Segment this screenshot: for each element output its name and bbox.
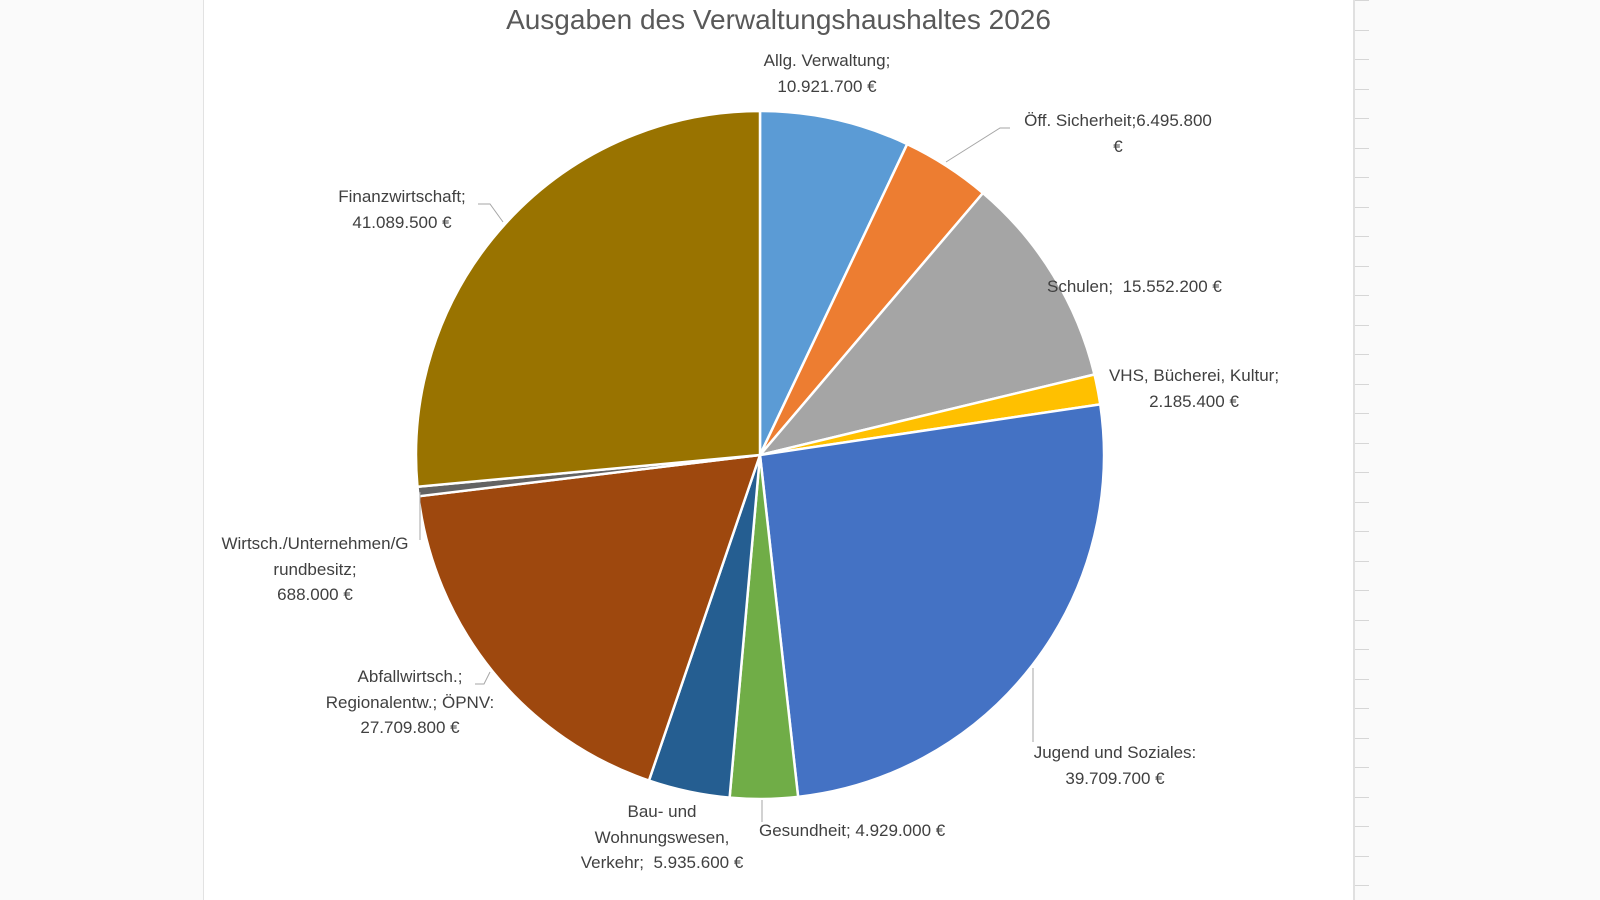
- ruler-tick: [1355, 708, 1369, 709]
- ruler-tick: [1355, 236, 1369, 237]
- ruler-tick: [1355, 855, 1369, 857]
- data-label-allg-verwaltung: Allg. Verwaltung; 10.921.700 €: [763, 51, 891, 96]
- pie-slice-0: [758, 109, 909, 457]
- data-label-wirtsch: Wirtsch./Unternehmen/G rundbesitz; 688.000…: [221, 534, 409, 604]
- ruler-tick: [1355, 295, 1369, 296]
- ruler-tick: [1355, 590, 1369, 591]
- ruler-tick: [1355, 354, 1369, 355]
- ruler-tick: [1355, 649, 1369, 650]
- ruler-tick: [1355, 0, 1369, 1]
- ruler-tick: [1355, 826, 1369, 827]
- ruler-tick: [1355, 619, 1369, 621]
- ruler-tick: [1355, 885, 1369, 886]
- ruler-tick: [1355, 147, 1369, 149]
- data-label-finanz: Finanzwirtschaft; 41.089.500 €: [338, 187, 466, 232]
- blurred-background-left: [0, 0, 204, 900]
- ruler-tick: [1355, 88, 1369, 90]
- data-label-gesundheit: Gesundheit; 4.929.000 €: [759, 821, 946, 840]
- data-label-vhs: VHS, Bücherei, Kultur; 2.185.400 €: [1108, 366, 1280, 411]
- leader-line-finanz: [478, 203, 504, 223]
- ruler-tick: [1355, 472, 1369, 473]
- ruler-tick: [1355, 737, 1369, 739]
- ruler-tick: [1355, 796, 1369, 798]
- data-label-jugend: Jugend und Soziales: 39.709.700 €: [1033, 743, 1197, 788]
- ruler-tick: [1355, 265, 1369, 267]
- ruler-tick: [1355, 501, 1369, 503]
- blurred-background-right: [1353, 0, 1600, 900]
- pie-slice-2: [758, 191, 1096, 457]
- ruler-tick: [1355, 678, 1369, 680]
- ruler-tick: [1355, 413, 1369, 414]
- ruler-tick: [1355, 59, 1369, 60]
- data-label-bau: Bau- und Wohnungswesen, Verkehr; 5.935.600…: [580, 802, 744, 872]
- pie-slice-4: [758, 403, 1106, 799]
- ruler-tick: [1355, 383, 1369, 385]
- ruler-tick: [1355, 767, 1369, 768]
- ruler-tick: [1355, 29, 1369, 31]
- pie-slice-7: [417, 453, 762, 782]
- ruler-tick: [1355, 177, 1369, 178]
- ruler-tick: [1355, 324, 1369, 326]
- ruler-tick: [1355, 531, 1369, 532]
- chart-title: Ausgaben des Verwaltungshaushaltes 2026: [506, 4, 1051, 35]
- data-label-schulen: Schulen; 15.552.200 €: [1047, 277, 1222, 296]
- ruler-tick: [1355, 560, 1369, 562]
- ruler-tick: [1355, 206, 1369, 208]
- data-label-abfall: Abfallwirtsch.; Regionalentw.; ÖPNV: 27.70…: [325, 667, 495, 737]
- leader-line-abfall: [475, 671, 491, 685]
- leader-lines: [419, 127, 1034, 822]
- pie-slice-9: [414, 109, 762, 489]
- leader-line-sicherheit: [945, 127, 1010, 163]
- data-label-sicherheit: Öff. Sicherheit;6.495.800 €: [1024, 111, 1212, 156]
- ruler-tick: [1355, 118, 1369, 119]
- ruler-tick: [1355, 442, 1369, 444]
